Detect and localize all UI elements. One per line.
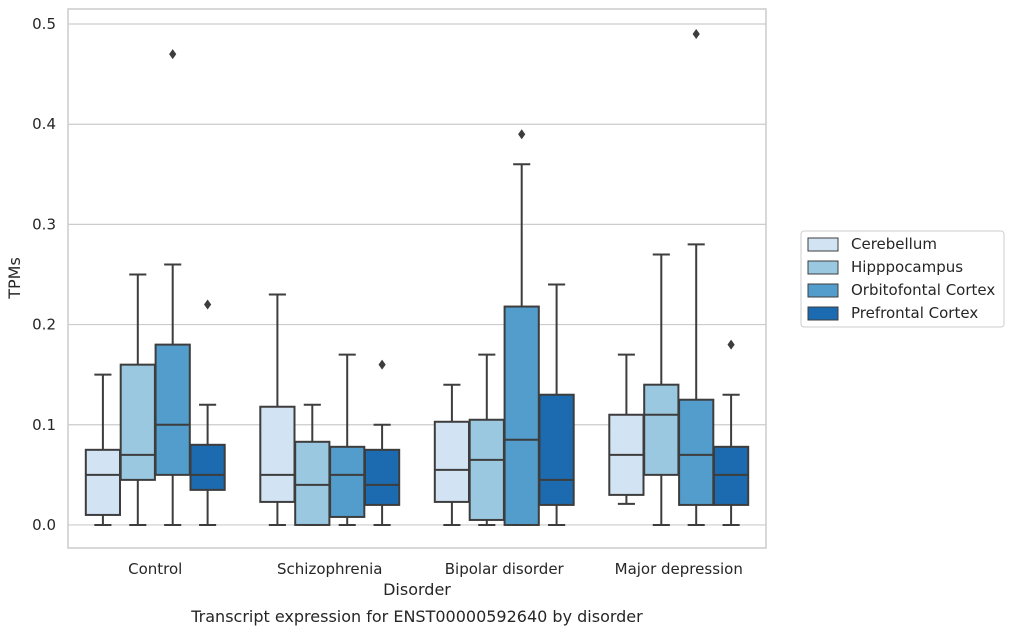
box-body	[294, 440, 331, 526]
box-1-2	[468, 353, 505, 526]
legend-swatch	[807, 283, 839, 298]
x-tick-label: Major depression	[615, 560, 743, 578]
y-tick-label: 0.2	[32, 316, 56, 334]
boxes	[84, 29, 750, 526]
outlier-point	[727, 339, 735, 350]
box-body	[84, 448, 122, 516]
legend: Cerebellum Hipppocampus Orbitofontal Corte…	[800, 230, 1005, 328]
box-0-0	[84, 373, 122, 526]
legend-swatch	[807, 260, 839, 275]
legend-label: Prefrontal Cortex	[851, 304, 978, 322]
box-3-0	[189, 299, 226, 526]
y-tick-label: 0.1	[32, 416, 56, 434]
box-body	[189, 443, 226, 491]
legend-label: Orbitofontal Cortex	[851, 281, 995, 299]
box-body	[678, 398, 715, 506]
outlier-point	[204, 299, 212, 310]
outlier-point	[518, 129, 526, 140]
box-body	[643, 383, 680, 476]
outlier-point	[692, 29, 700, 40]
x-tick-label: Schizophrenia	[277, 560, 382, 578]
outlier-point	[169, 49, 177, 60]
y-tick-label: 0.3	[32, 215, 56, 233]
box-1-1	[294, 403, 331, 526]
x-axis-ticks: Control Schizophrenia Bipolar disorder Majo…	[128, 560, 743, 578]
y-tick-label: 0.0	[32, 516, 56, 534]
legend-label: Hipppocampus	[851, 258, 963, 276]
y-tick-label: 0.4	[32, 115, 56, 133]
y-axis-label: TPMs	[5, 257, 24, 300]
box-body	[119, 363, 156, 481]
box-body	[259, 405, 296, 503]
legend-swatch	[807, 237, 839, 252]
box-3-2	[538, 283, 575, 526]
chart-caption: Transcript expression for ENST0000059264…	[190, 607, 643, 626]
box-body	[503, 305, 540, 526]
box-0-3	[608, 353, 645, 505]
box-3-1	[363, 359, 401, 526]
outlier-point	[378, 359, 386, 370]
x-axis-label: Disorder	[383, 580, 451, 599]
box-0-2	[433, 383, 471, 526]
legend-swatch	[807, 306, 839, 321]
box-body	[468, 418, 505, 521]
y-axis-ticks: 0.0 0.1 0.2 0.3 0.4 0.5	[32, 15, 56, 534]
x-tick-label: Control	[128, 560, 182, 578]
box-3-3	[712, 339, 750, 526]
box-body	[154, 343, 191, 476]
box-body	[712, 445, 750, 506]
plot-area-frame	[67, 8, 767, 549]
legend-frame	[800, 230, 1005, 328]
box-2-3	[678, 29, 715, 526]
box-2-1	[329, 353, 366, 526]
box-body	[433, 420, 471, 503]
box-1-0	[119, 273, 156, 526]
x-tick-label: Bipolar disorder	[445, 560, 565, 578]
box-2-2	[503, 129, 540, 526]
box-2-0	[154, 49, 191, 526]
box-body	[538, 393, 575, 506]
box-body	[363, 448, 401, 506]
box-0-1	[259, 293, 296, 526]
box-1-3	[643, 253, 680, 526]
box-body	[329, 445, 366, 518]
y-tick-label: 0.5	[32, 15, 56, 33]
legend-label: Cerebellum	[851, 235, 937, 253]
